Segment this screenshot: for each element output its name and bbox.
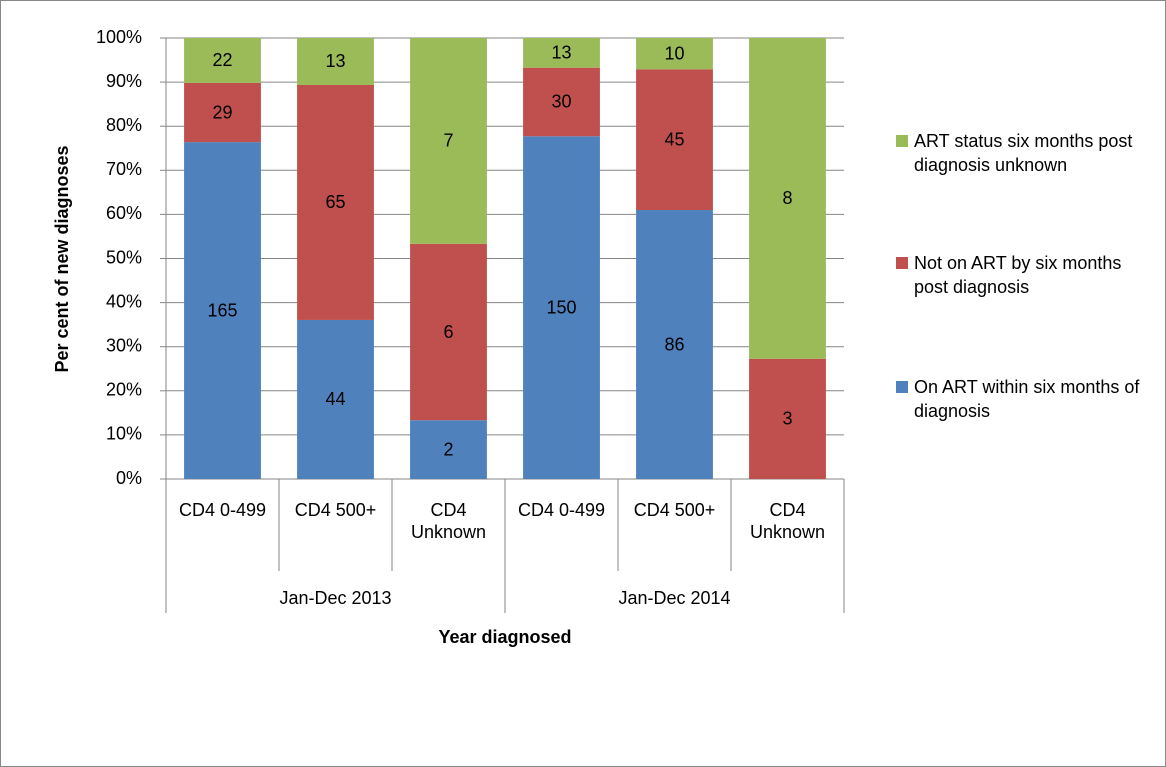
group-label: Jan-Dec 2014 xyxy=(618,588,730,608)
x-tick-label: CD4 Unknown xyxy=(410,500,487,542)
x-tick-label: CD4 Unknown xyxy=(749,500,826,542)
data-label: 30 xyxy=(551,92,571,112)
y-tick-label: 100% xyxy=(96,27,142,47)
data-label: 44 xyxy=(325,389,345,409)
legend-label: Not on ART by six months post diagnosis xyxy=(914,253,1122,297)
bar-segment xyxy=(184,38,261,83)
y-tick-label: 90% xyxy=(106,71,142,91)
bar-segment xyxy=(184,142,261,479)
y-tick-label: 50% xyxy=(106,247,142,267)
y-tick-label: 80% xyxy=(106,115,142,135)
y-tick-label: 10% xyxy=(106,424,142,444)
bar-segment xyxy=(523,136,600,479)
data-label: 22 xyxy=(212,50,232,70)
bar-segment xyxy=(297,84,374,320)
group-label: Jan-Dec 2013 xyxy=(279,588,391,608)
data-label: 86 xyxy=(664,334,684,354)
data-label: 13 xyxy=(551,43,571,63)
bar-segment xyxy=(297,319,374,479)
y-tick-label: 70% xyxy=(106,159,142,179)
y-tick-label: 40% xyxy=(106,291,142,311)
legend-label: ART status six months post diagnosis unk… xyxy=(914,131,1133,175)
bar-segment xyxy=(184,82,261,143)
legend-swatch xyxy=(896,381,908,393)
bar-segment xyxy=(636,210,713,479)
y-tick-label: 60% xyxy=(106,203,142,223)
data-label: 10 xyxy=(664,43,684,63)
bar-segment xyxy=(410,38,487,244)
y-tick-label: 20% xyxy=(106,380,142,400)
data-label: 13 xyxy=(325,51,345,71)
bar-segment xyxy=(410,243,487,421)
bar-segment xyxy=(410,420,487,479)
legend-label: On ART within six months of diagnosis xyxy=(914,377,1140,421)
data-label: 29 xyxy=(212,102,232,122)
bar-segment xyxy=(636,69,713,211)
x-axis-title: Year diagnosed xyxy=(438,627,571,647)
y-tick-label: 0% xyxy=(116,468,142,488)
y-axis-title: Per cent of new diagnoses xyxy=(52,145,72,372)
legend-swatch xyxy=(896,257,908,269)
data-label: 3 xyxy=(782,409,792,429)
data-label: 7 xyxy=(443,131,453,151)
x-tick-label: CD4 0-499 xyxy=(178,500,267,520)
x-tick-label: CD4 0-499 xyxy=(517,500,606,520)
bar-segment xyxy=(749,38,826,359)
data-label: 150 xyxy=(546,297,576,317)
data-label: 45 xyxy=(664,129,684,149)
x-tick-label: CD4 500+ xyxy=(633,500,716,520)
data-label: 165 xyxy=(207,300,237,320)
bar-segment xyxy=(636,38,713,70)
bar-segment xyxy=(297,38,374,85)
y-tick-label: 30% xyxy=(106,335,142,355)
data-label: 65 xyxy=(325,192,345,212)
bar-segment xyxy=(523,67,600,137)
data-label: 8 xyxy=(782,188,792,208)
data-label: 2 xyxy=(443,439,453,459)
legend-swatch xyxy=(896,135,908,147)
x-tick-label: CD4 500+ xyxy=(294,500,377,520)
data-label: 6 xyxy=(443,322,453,342)
bar-segment xyxy=(749,358,826,479)
bar-segment xyxy=(523,38,600,68)
